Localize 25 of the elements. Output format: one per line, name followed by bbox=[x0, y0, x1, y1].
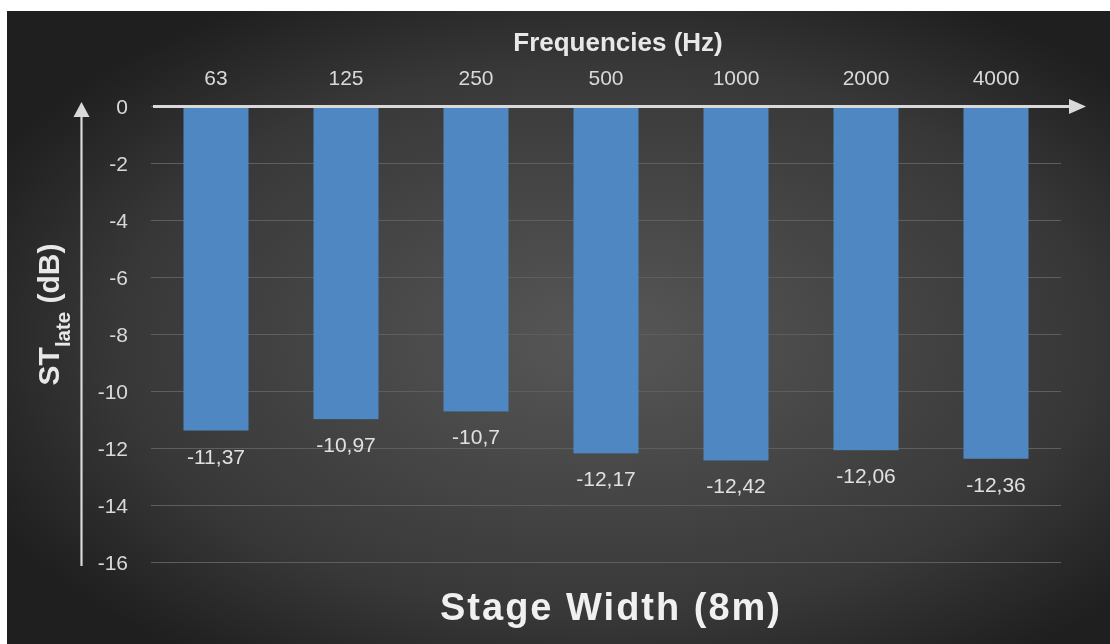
y-tick-label: -16 bbox=[97, 550, 128, 574]
data-label: -10,97 bbox=[316, 433, 376, 457]
x-tick-label: 250 bbox=[458, 65, 494, 89]
x-tick-label: 1000 bbox=[712, 65, 760, 89]
data-label: -11,37 bbox=[187, 444, 245, 468]
y-tick-label: -4 bbox=[109, 208, 129, 232]
y-tick-label: -12 bbox=[97, 436, 128, 460]
data-label: -12,42 bbox=[706, 474, 766, 498]
data-label: -10,7 bbox=[452, 425, 500, 449]
y-tick-label: 0 bbox=[116, 94, 128, 118]
y-tick-label: -2 bbox=[109, 151, 128, 175]
x-tick-label: 2000 bbox=[842, 65, 890, 89]
y-tick-label: -14 bbox=[97, 493, 129, 517]
x-axis-title: Frequencies (Hz) bbox=[513, 27, 723, 57]
y-tick-label: -6 bbox=[109, 265, 128, 289]
x-tick-label: 125 bbox=[328, 65, 364, 89]
text: Stage Width (8m) bbox=[440, 586, 782, 628]
y-tick-label: -10 bbox=[97, 379, 128, 403]
y-tick-label: -8 bbox=[109, 322, 128, 346]
x-tick-label: 4000 bbox=[972, 65, 1020, 89]
x-tick-label: 63 bbox=[204, 65, 228, 89]
data-label: -12,36 bbox=[966, 472, 1026, 496]
data-label: -12,06 bbox=[836, 464, 896, 488]
x-tick-label: 500 bbox=[588, 65, 624, 89]
data-label: -12,17 bbox=[576, 467, 636, 491]
